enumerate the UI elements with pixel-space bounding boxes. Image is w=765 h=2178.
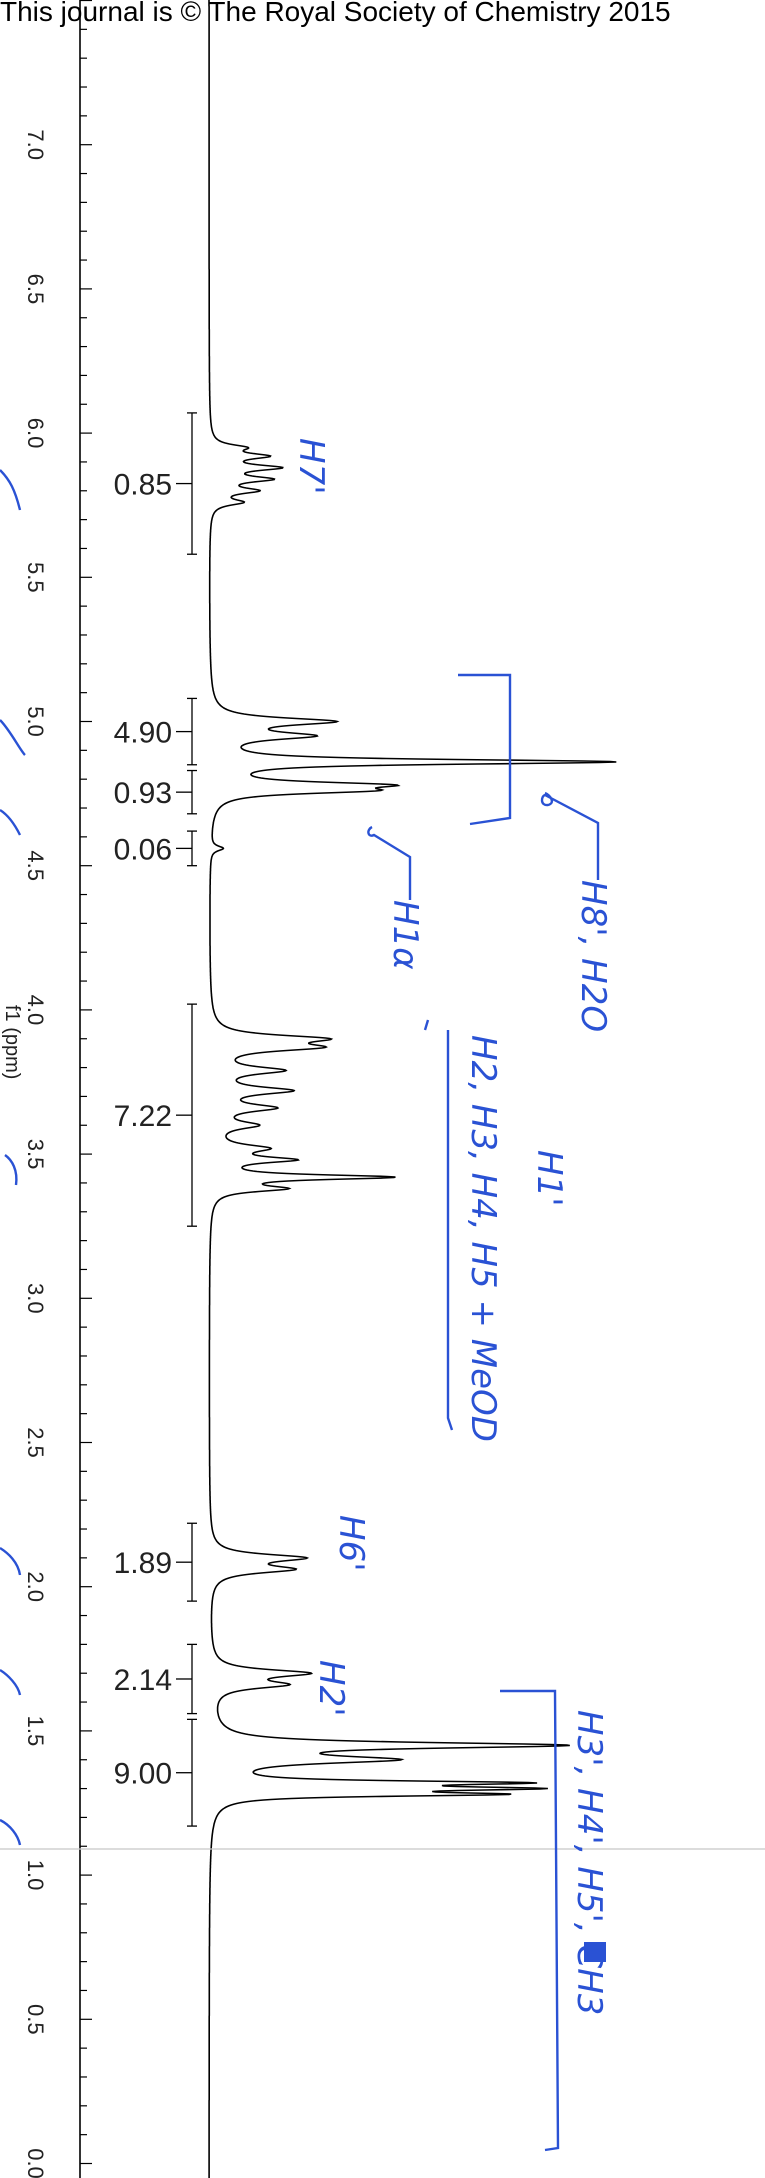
hook-h1a <box>367 825 412 900</box>
label-h2345: H2, H3, H4, H5 + MeOD <box>463 1035 503 1442</box>
integral-label: 0.06 <box>114 833 172 866</box>
tick-label: 1.5 <box>23 1716 48 1747</box>
tick-label: 2.5 <box>23 1427 48 1458</box>
integral-6: 2.14 <box>114 1643 197 1715</box>
integral-3: 0.06 <box>114 830 197 866</box>
journal-header: This journal is © The Royal Society of C… <box>0 0 671 27</box>
spectrum-trace <box>208 0 617 2178</box>
integral-2: 0.93 <box>114 769 197 815</box>
integral-label: 4.90 <box>114 717 172 750</box>
handwritten-labels: H7' H8', H2O H1α H2, H3, H4, H5 + MeOD H… <box>291 438 613 2015</box>
tick-label: 2.0 <box>23 1571 48 1602</box>
left-hw-6 <box>0 1668 22 1696</box>
integral-7: 9.00 <box>114 1718 197 1827</box>
handwritten-annotations <box>0 469 606 2152</box>
bracket-h2345 <box>446 1030 454 1431</box>
tick-label: 0.0 <box>23 2148 48 2178</box>
tick-label: 6.0 <box>23 418 48 449</box>
tick-label: 0.5 <box>23 2004 48 2035</box>
label-h2p: H2' <box>311 1660 351 1717</box>
hook-h8 <box>540 791 600 880</box>
tick-label: 3.5 <box>23 1139 48 1170</box>
integral-label: 7.22 <box>114 1100 172 1133</box>
left-hw-7 <box>0 1818 22 1846</box>
tick-label: 5.0 <box>23 706 48 737</box>
tick-label: 6.5 <box>23 274 48 305</box>
integral-0: 0.85 <box>114 412 197 555</box>
bracket-h345 <box>500 1689 560 2152</box>
left-hw-4 <box>4 1154 18 1186</box>
label-h6: H6' <box>331 1515 371 1572</box>
integral-regions: 0.85 4.90 0.93 0.06 7.22 1.89 2.14 9.00 <box>114 412 197 1827</box>
integral-label: 0.85 <box>114 469 172 502</box>
ink-blot <box>584 1942 606 1962</box>
tick-label: 1.0 <box>23 1860 48 1891</box>
axis-title: f1 (ppm) <box>1 1005 23 1079</box>
label-h1: H1' <box>529 1150 569 1207</box>
integral-label: 9.00 <box>114 1758 172 1791</box>
tick-label: 3.0 <box>23 1283 48 1314</box>
tick-label: 4.5 <box>23 850 48 881</box>
label-h7: H7' <box>291 438 331 495</box>
left-hw-1 <box>0 469 22 511</box>
tick-h2345 <box>423 1019 430 1031</box>
tick-label: 4.0 <box>23 995 48 1026</box>
integral-5: 1.89 <box>114 1522 197 1602</box>
ppm-axis: 0.0 0.5 1.0 1.5 2.0 2.5 3.0 3.5 4.0 4.5 5.0 5.5 6.0 6… <box>23 0 92 2178</box>
label-h1a: H1α <box>385 900 425 970</box>
bracket-h8 <box>458 673 512 826</box>
label-h8: H8', H2O <box>573 880 613 1032</box>
label-h345: H3', H4', H5', CH3 <box>569 1710 609 2015</box>
integral-label: 2.14 <box>114 1664 172 1697</box>
tick-label: 7.0 <box>23 129 48 160</box>
integral-label: 1.89 <box>114 1547 172 1580</box>
left-hw-3 <box>0 808 22 836</box>
left-hw-5 <box>0 1546 22 1576</box>
tick-label: 5.5 <box>23 562 48 593</box>
integral-1: 4.90 <box>114 697 197 766</box>
integral-4: 7.22 <box>114 1003 197 1227</box>
left-hw-2 <box>0 719 26 756</box>
integral-label: 0.93 <box>114 777 172 810</box>
